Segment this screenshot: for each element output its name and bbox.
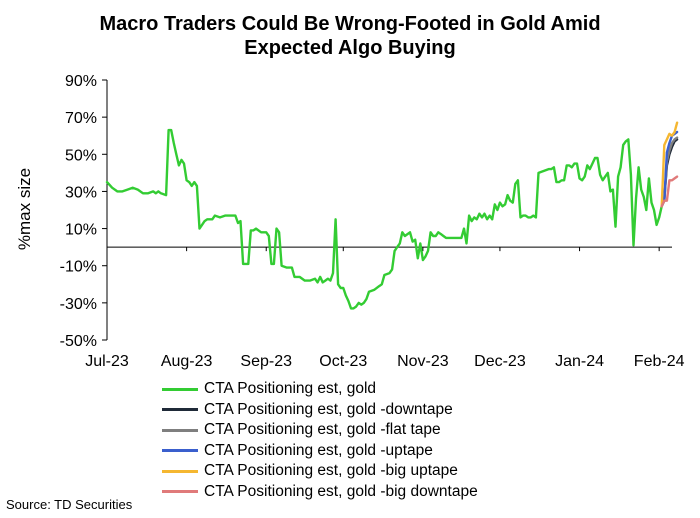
x-tick-label: Oct-23 — [319, 353, 367, 370]
legend-item: CTA Positioning est, gold -flat tape — [162, 420, 478, 441]
legend-label: CTA Positioning est, gold -downtape — [204, 400, 453, 418]
legend-label: CTA Positioning est, gold -big downtape — [204, 482, 478, 500]
chart-series — [105, 121, 679, 310]
legend-swatch — [162, 408, 198, 412]
y-tick-label: -50% — [60, 333, 97, 350]
legend-label: CTA Positioning est, gold -uptape — [204, 441, 433, 459]
series-line-4 — [660, 121, 679, 208]
legend-label: CTA Positioning est, gold — [204, 380, 377, 397]
x-tick-label: Dec-23 — [474, 353, 526, 370]
legend-item: CTA Positioning est, gold -downtape — [162, 400, 478, 421]
y-tick-label: 30% — [65, 184, 97, 201]
legend-swatch — [162, 428, 198, 432]
x-tick-label: Sep-23 — [240, 353, 292, 370]
series-line-0 — [105, 128, 663, 310]
y-tick-label: 90% — [65, 73, 97, 90]
source-note: Source: TD Securities — [6, 497, 133, 512]
legend-label: CTA Positioning est, gold -big uptape — [204, 462, 458, 479]
y-tick-label: 50% — [65, 147, 97, 164]
x-tick-label: Aug-23 — [161, 353, 213, 370]
chart-axes: -50% -30% -10% 10% 30% 50% 70% 90% Jul-23 Aug-23 S… — [60, 73, 685, 370]
chart-title-line-1: Macro Traders Could Be Wrong-Footed in G… — [99, 13, 601, 35]
y-tick-label: -10% — [60, 259, 97, 276]
legend-item: CTA Positioning est, gold -uptape — [162, 441, 478, 462]
legend-item: CTA Positioning est, gold -big uptape — [162, 461, 478, 482]
chart-legend: CTA Positioning est, gold CTA Positioning… — [162, 379, 478, 502]
legend-label: CTA Positioning est, gold -flat tape — [204, 421, 441, 438]
y-tick-label: -30% — [60, 296, 97, 313]
legend-item: CTA Positioning est, gold — [162, 379, 478, 400]
x-tick-label: Jan-24 — [555, 353, 604, 370]
y-axis-label: %max size — [15, 168, 34, 250]
legend-swatch — [162, 469, 198, 473]
legend-swatch — [162, 449, 198, 453]
y-tick-label: 70% — [65, 110, 97, 127]
x-tick-label: Nov-23 — [397, 353, 449, 370]
x-tick-label: Feb-24 — [634, 353, 685, 370]
legend-swatch — [162, 490, 198, 494]
y-tick-label: 10% — [65, 222, 97, 239]
series-line-5 — [660, 175, 679, 208]
legend-item: CTA Positioning est, gold -big downtape — [162, 482, 478, 503]
legend-swatch — [162, 387, 198, 391]
chart-title: Macro Traders Could Be Wrong-Footed in G… — [0, 12, 700, 60]
x-tick-label: Jul-23 — [85, 353, 129, 370]
chart-title-line-2: Expected Algo Buying — [244, 37, 456, 59]
